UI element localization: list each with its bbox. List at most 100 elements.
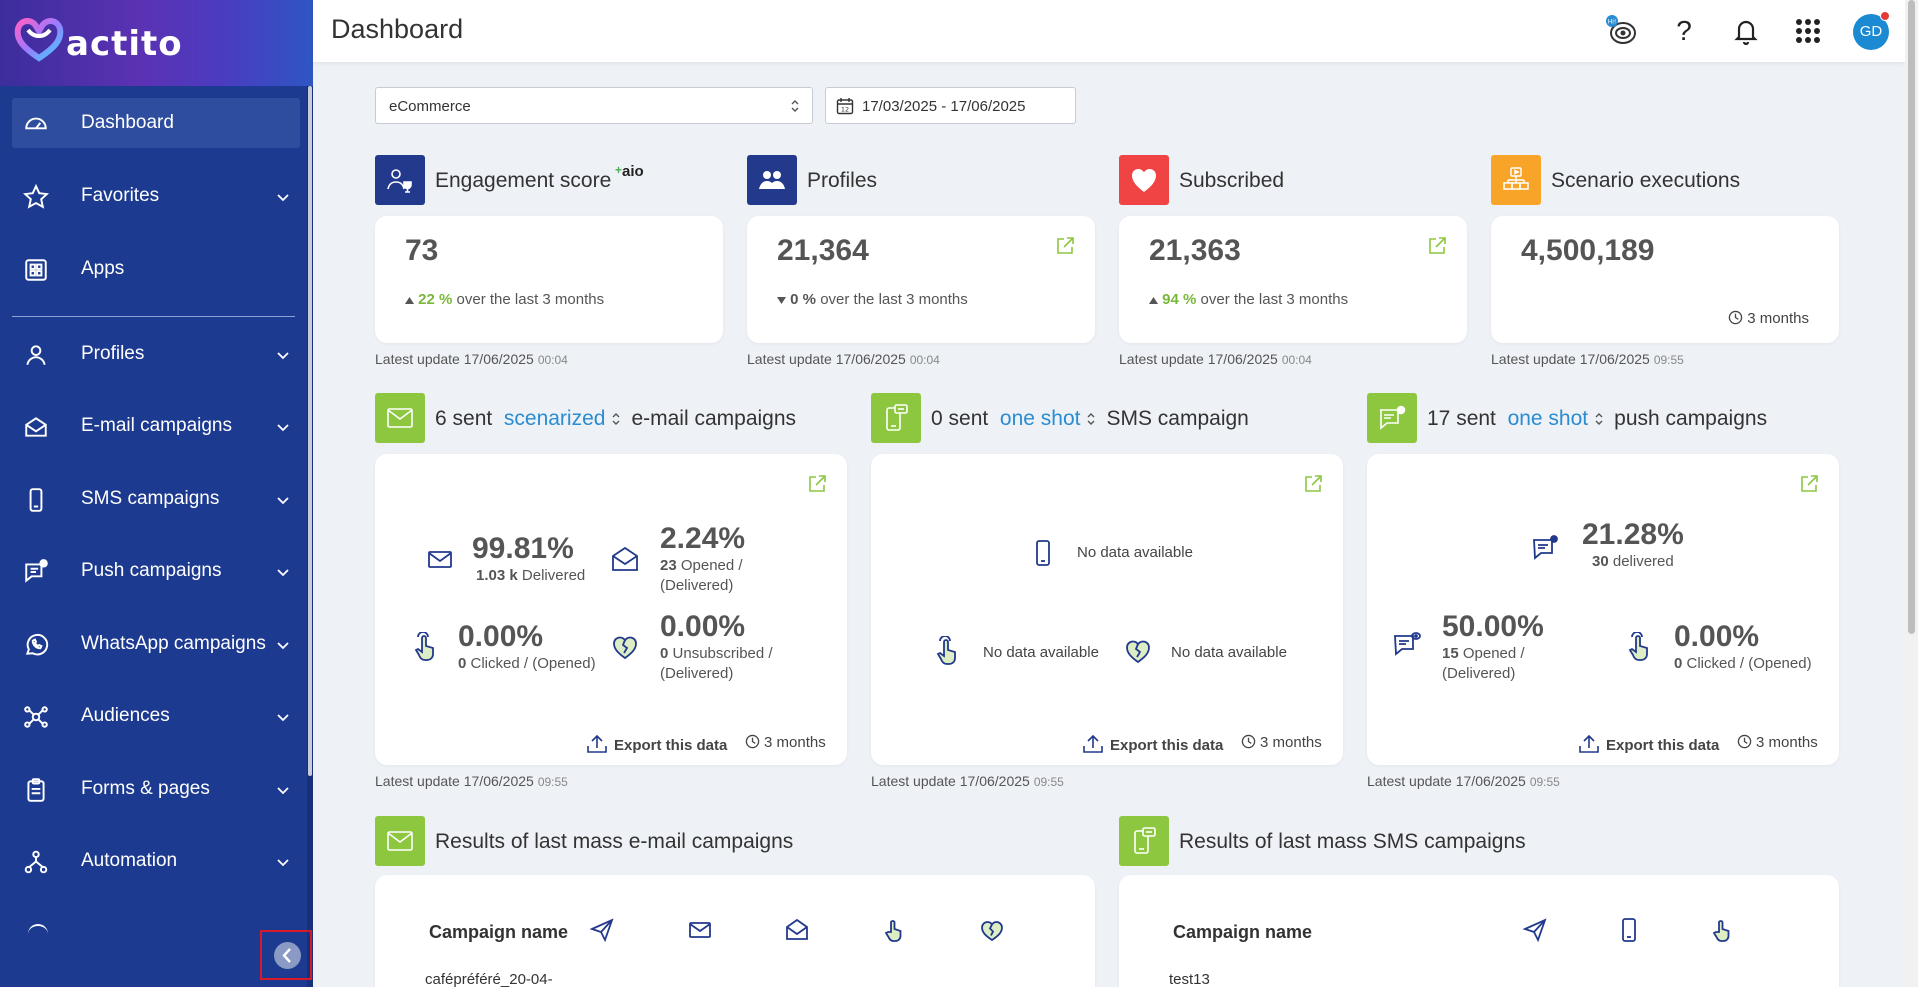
campaign-name-header[interactable]: Campaign name xyxy=(1173,922,1313,942)
click-hand-icon xyxy=(1625,631,1655,662)
table-row[interactable]: cafépréféré_20-04- xyxy=(425,971,553,987)
user-avatar[interactable]: GD xyxy=(1853,14,1889,50)
external-link-icon[interactable] xyxy=(807,474,827,494)
help-icon[interactable]: ? xyxy=(1676,15,1692,46)
assistant-icon[interactable]: Hi! xyxy=(1603,13,1639,49)
click-hand-icon xyxy=(933,635,963,666)
export-data-button[interactable]: Export this data xyxy=(1082,734,1223,754)
period-label: 3 months xyxy=(1241,734,1322,751)
push-type-selector[interactable]: one shot xyxy=(1507,407,1589,430)
external-link-icon[interactable] xyxy=(1799,474,1819,494)
sidebar-item-forms-pages[interactable]: Forms & pages xyxy=(12,764,300,814)
engagement-score-value: 73 xyxy=(405,234,439,267)
chevron-down-icon xyxy=(276,418,290,432)
sms-stats-card: No data available No data available No d… xyxy=(871,454,1343,765)
external-link-icon[interactable] xyxy=(1303,474,1323,494)
sort-arrows-icon[interactable] xyxy=(1594,411,1604,427)
sort-arrows-icon[interactable] xyxy=(611,411,621,427)
sidebar-item-sms-campaigns[interactable]: SMS campaigns xyxy=(12,474,300,524)
apps-grid-icon[interactable] xyxy=(1790,13,1826,49)
broken-heart-icon xyxy=(610,632,640,662)
external-link-icon[interactable] xyxy=(1427,236,1447,256)
period-label: 3 months xyxy=(1737,734,1818,751)
email-unsubscribed-stat: 0.00% 0 Unsubscribed / (Delivered) xyxy=(660,610,773,682)
scenario-icon xyxy=(1491,155,1541,205)
sidebar-item-whatsapp-campaigns[interactable]: WhatsApp campaigns xyxy=(12,619,300,669)
envelope-icon xyxy=(375,393,425,443)
email-results-card: Campaign name cafépréféré_20-04- xyxy=(375,875,1095,987)
profiles-title: Profiles xyxy=(807,169,878,192)
email-results-title: Results of last mass e-mail campaigns xyxy=(435,830,794,853)
sidebar-item-label: Automation xyxy=(81,850,178,871)
push-update: Latest update 17/06/2025 09:55 xyxy=(1367,773,1560,789)
subscribed-change: 94 % over the last 3 months xyxy=(1149,291,1348,308)
users-icon xyxy=(747,155,797,205)
period-label: 3 months xyxy=(745,734,826,751)
notification-dot xyxy=(1880,11,1890,21)
sms-results-card: Campaign name test13 xyxy=(1119,875,1839,987)
external-link-icon[interactable] xyxy=(1055,236,1075,256)
clipboard-icon xyxy=(23,777,49,803)
sidebar-item-dashboard[interactable]: Dashboard xyxy=(12,98,300,148)
email-campaigns-title: 6 sent scenarized e-mail campaigns xyxy=(435,407,797,430)
sort-arrows-icon[interactable] xyxy=(1086,411,1096,427)
network-icon xyxy=(23,704,49,730)
sidebar-item-label: Push campaigns xyxy=(81,560,222,581)
envelope-open-icon xyxy=(784,917,810,943)
category-select[interactable]: eCommerce xyxy=(375,87,813,124)
chevron-down-icon xyxy=(276,853,290,867)
no-data-label: No data available xyxy=(1077,544,1193,561)
upload-icon xyxy=(1083,734,1103,753)
sidebar-item-profiles[interactable]: Profiles xyxy=(12,329,300,379)
clock-icon xyxy=(745,734,760,749)
chevron-down-icon xyxy=(276,188,290,202)
export-data-button[interactable]: Export this data xyxy=(586,734,727,754)
scenario-executions-value: 4,500,189 xyxy=(1521,234,1655,267)
sms-type-selector[interactable]: one shot xyxy=(999,407,1081,430)
upload-icon xyxy=(587,734,607,753)
sidebar-item-apps[interactable]: Apps xyxy=(12,244,300,294)
mobile-icon xyxy=(1616,917,1642,943)
logo-text: actito xyxy=(66,24,183,64)
main-scroll-thumb[interactable] xyxy=(1908,0,1915,634)
sidebar-item-automation[interactable]: Automation xyxy=(12,836,300,886)
period-label: 3 months xyxy=(1728,310,1809,327)
envelope-open-icon xyxy=(23,414,49,440)
bell-icon[interactable] xyxy=(1728,13,1764,49)
subscribed-header: Subscribed xyxy=(1119,155,1467,205)
subscribed-title: Subscribed xyxy=(1179,169,1285,192)
mobile-icon xyxy=(1028,538,1058,568)
caret-up-icon xyxy=(1149,297,1158,304)
whatsapp-icon xyxy=(23,632,49,658)
export-data-button[interactable]: Export this data xyxy=(1578,734,1719,754)
logo-area: actito xyxy=(0,0,313,86)
sidebar-item-push-campaigns[interactable]: Push campaigns xyxy=(12,546,300,596)
sidebar-item-favorites[interactable]: Favorites xyxy=(12,171,300,221)
table-row[interactable]: test13 xyxy=(1169,971,1210,987)
campaign-name-header[interactable]: Campaign name xyxy=(429,922,569,942)
engagement-score-header: Engagement score +aio xyxy=(375,155,735,205)
push-campaigns-title: 17 sent one shot push campaigns xyxy=(1427,407,1768,430)
clock-icon xyxy=(1737,734,1752,749)
push-delivered-icon xyxy=(1530,532,1560,562)
user-icon xyxy=(23,342,49,368)
sidebar-item-label: Profiles xyxy=(81,343,145,364)
date-range-picker[interactable]: 12 17/03/2025 - 17/06/2025 xyxy=(825,87,1076,124)
click-hand-icon xyxy=(881,917,907,943)
collapse-sidebar-button[interactable] xyxy=(274,942,301,969)
envelope-opened-icon xyxy=(610,544,640,574)
push-delivered-stat: 21.28% 30 delivered xyxy=(1582,518,1684,570)
email-opened-stat: 2.24% 23 Opened / (Delivered) xyxy=(660,522,746,594)
sms-results-header: Results of last mass SMS campaigns xyxy=(1119,816,1819,866)
sidebar-item-label: Apps xyxy=(81,258,125,279)
sidebar-item-audiences[interactable]: Audiences xyxy=(12,691,300,741)
sms-phone-icon xyxy=(871,393,921,443)
sidebar-scroll-thumb[interactable] xyxy=(308,86,312,776)
sms-results-title: Results of last mass SMS campaigns xyxy=(1179,830,1526,853)
chevron-left-icon xyxy=(282,948,291,963)
broken-heart-icon xyxy=(979,917,1005,943)
email-type-selector[interactable]: scenarized xyxy=(503,407,606,430)
profiles-change: 0 % over the last 3 months xyxy=(777,291,968,308)
sidebar-item-email-campaigns[interactable]: E-mail campaigns xyxy=(12,401,300,451)
email-delivered-stat: 99.81% 1.03 k Delivered xyxy=(472,532,586,584)
